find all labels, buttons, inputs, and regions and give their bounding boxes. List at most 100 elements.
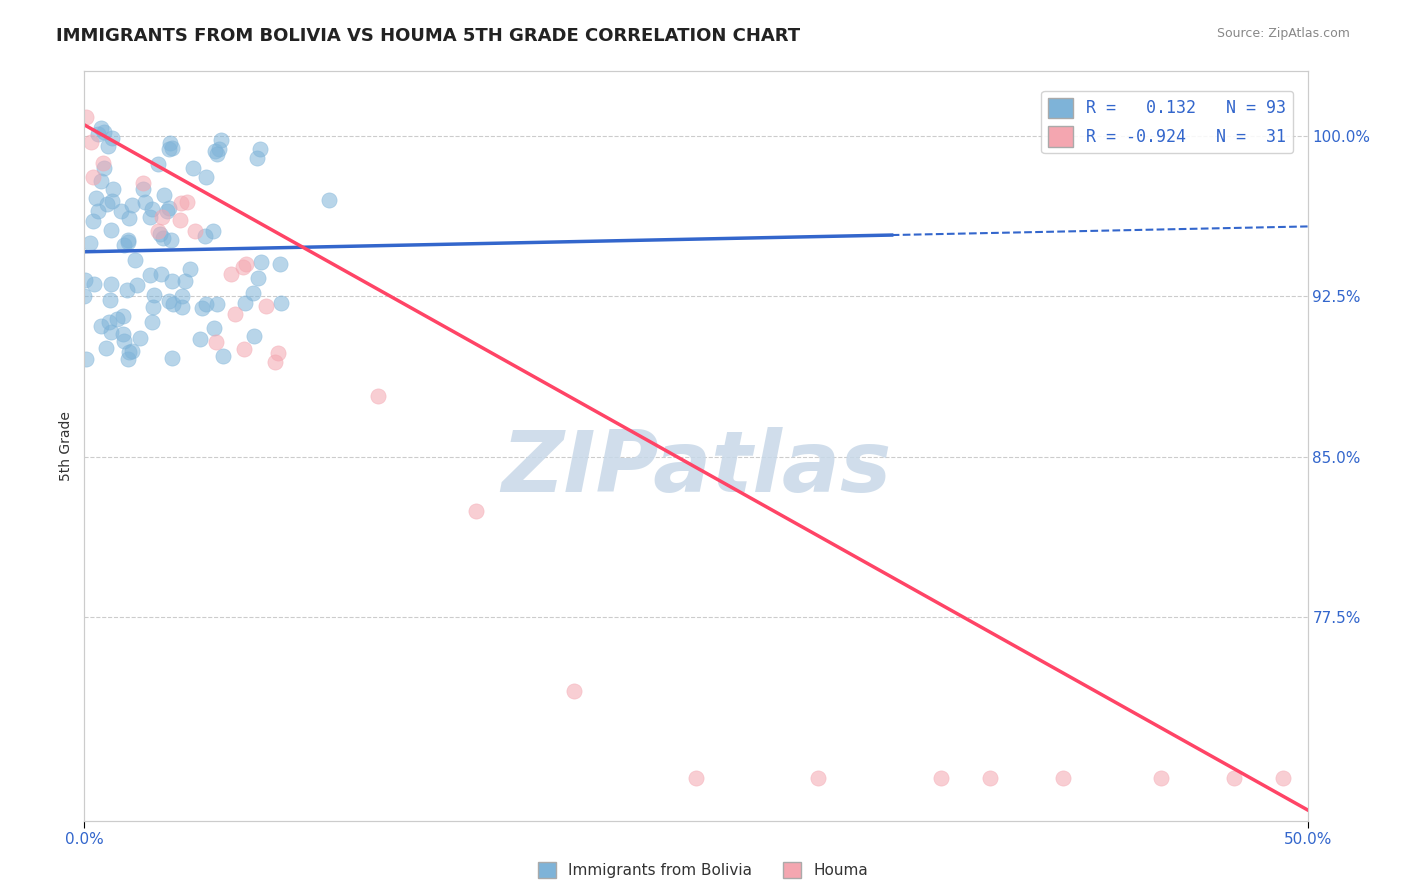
Point (169, 213, 191, 227)
Point (118, 211, 141, 225)
Point (269, 257, 291, 271)
Point (86, 127, 108, 141)
Point (235, 257, 257, 271)
Point (93, 161, 115, 175)
Point (181, 161, 204, 175)
Point (188, 332, 211, 346)
Point (1150, 771, 1173, 785)
Point (250, 255, 273, 269)
Point (194, 228, 217, 243)
Point (90, 121, 112, 136)
Point (132, 182, 155, 196)
Point (83, 169, 105, 184)
Point (156, 204, 179, 219)
Point (141, 202, 163, 217)
Point (152, 231, 174, 245)
Point (157, 294, 180, 309)
Point (75, 110, 97, 124)
Point (249, 142, 271, 156)
Point (90, 174, 112, 188)
Point (157, 202, 180, 216)
Point (170, 300, 193, 314)
Point (231, 260, 253, 274)
Point (117, 233, 139, 247)
Point (464, 504, 486, 518)
Legend: R =   0.132   N = 93, R = -0.924   N =  31: R = 0.132 N = 93, R = -0.924 N = 31 (1042, 91, 1294, 153)
Point (209, 133, 232, 147)
Point (205, 334, 228, 349)
Point (184, 224, 207, 238)
Text: IMMIGRANTS FROM BOLIVIA VS HOUMA 5TH GRADE CORRELATION CHART: IMMIGRANTS FROM BOLIVIA VS HOUMA 5TH GRA… (56, 27, 800, 45)
Point (124, 252, 146, 267)
Point (112, 310, 135, 324)
Point (149, 227, 172, 242)
Point (117, 351, 139, 366)
Point (121, 198, 143, 212)
Point (685, 771, 707, 785)
Point (264, 355, 287, 369)
Point (205, 297, 228, 311)
Point (247, 271, 270, 285)
Point (111, 326, 134, 341)
Point (100, 325, 122, 339)
Point (232, 342, 254, 356)
Point (149, 267, 172, 281)
Point (79, 236, 101, 251)
Point (87, 204, 110, 219)
Point (929, 771, 952, 785)
Point (75, 352, 97, 367)
Point (212, 350, 235, 364)
Point (270, 296, 292, 310)
Point (105, 312, 128, 326)
Point (141, 315, 163, 329)
Point (367, 389, 389, 403)
Point (83, 277, 105, 291)
Point (97, 316, 120, 330)
Point (172, 289, 194, 303)
Point (142, 287, 165, 301)
Point (159, 136, 181, 150)
Point (97, 139, 120, 153)
Text: Source: ZipAtlas.com: Source: ZipAtlas.com (1216, 27, 1350, 40)
Point (90, 319, 112, 334)
Point (170, 196, 193, 211)
Point (176, 194, 198, 209)
Point (318, 193, 340, 207)
Point (100, 131, 122, 145)
Point (96, 197, 118, 211)
Point (267, 345, 290, 359)
Legend: Immigrants from Bolivia, Houma: Immigrants from Bolivia, Houma (531, 856, 875, 884)
Point (146, 156, 169, 170)
Point (101, 182, 124, 196)
Point (243, 329, 266, 343)
Point (134, 195, 156, 210)
Point (139, 210, 162, 224)
Point (1223, 771, 1246, 785)
Y-axis label: 5th Grade: 5th Grade (59, 411, 73, 481)
Point (233, 296, 256, 310)
Point (93, 124, 115, 138)
Point (73, 289, 96, 303)
Point (82, 214, 104, 228)
Point (112, 334, 135, 348)
Point (131, 176, 153, 190)
Text: ZIPatlas: ZIPatlas (501, 427, 891, 510)
Point (174, 274, 197, 288)
Point (129, 331, 152, 345)
Point (159, 233, 181, 247)
Point (807, 771, 830, 785)
Point (73, 273, 96, 287)
Point (194, 169, 217, 184)
Point (100, 277, 122, 292)
Point (979, 771, 1001, 785)
Point (84, 191, 107, 205)
Point (152, 187, 174, 202)
Point (194, 297, 217, 311)
Point (160, 351, 183, 366)
Point (246, 151, 269, 165)
Point (139, 268, 162, 282)
Point (110, 204, 132, 219)
Point (150, 210, 173, 224)
Point (100, 194, 122, 208)
Point (191, 301, 214, 315)
